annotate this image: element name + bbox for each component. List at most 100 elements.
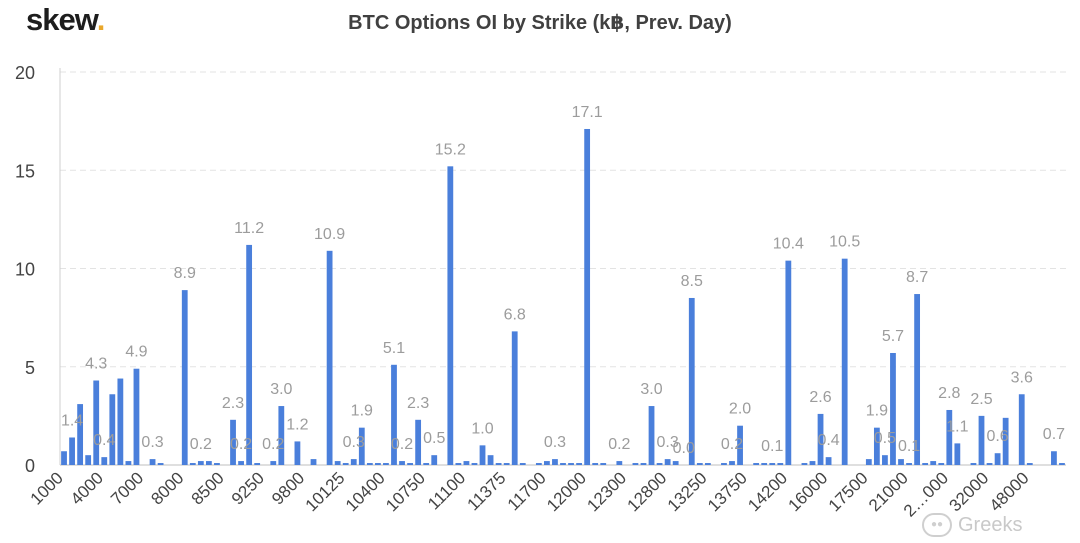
bar (648, 406, 655, 465)
bar (149, 459, 156, 465)
bar (600, 463, 607, 465)
bar (415, 419, 422, 465)
bar (817, 413, 824, 465)
data-label: 17.1 (572, 104, 603, 121)
bar (954, 443, 961, 465)
bar (592, 463, 599, 465)
bar (463, 461, 470, 465)
data-label: 0.3 (141, 434, 163, 451)
bar (358, 427, 365, 465)
bar (664, 459, 671, 465)
data-label: 10.9 (314, 226, 345, 243)
bar (214, 463, 220, 465)
bar (769, 463, 776, 465)
x-tick-label: 14200 (744, 468, 791, 515)
bar (801, 463, 808, 465)
y-tick-label: 10 (15, 260, 35, 280)
bar (374, 463, 381, 465)
bar (326, 250, 333, 465)
bar (230, 419, 236, 465)
data-label: 2.3 (407, 395, 429, 412)
bar (246, 244, 253, 465)
y-tick-label: 15 (15, 161, 35, 181)
data-label: 4.9 (125, 344, 147, 361)
skew-logo: skew. (26, 2, 106, 38)
bar (197, 461, 204, 465)
bar (906, 463, 912, 465)
bar (125, 461, 132, 465)
bar (511, 331, 518, 465)
bar (986, 463, 993, 465)
bar (785, 260, 792, 465)
y-tick-label: 5 (25, 358, 35, 378)
bar (189, 463, 196, 465)
data-label: 0.2 (721, 436, 743, 453)
data-label: 0.5 (874, 430, 896, 447)
x-tick-label: 12300 (583, 468, 630, 515)
bar (882, 455, 888, 465)
bar (777, 463, 784, 465)
bar (946, 409, 953, 465)
x-tick-label: 12000 (543, 468, 590, 515)
bar (399, 461, 405, 465)
bar (383, 463, 389, 465)
data-label: 0.6 (986, 428, 1008, 445)
bar (1018, 394, 1025, 465)
data-label: 8.9 (174, 265, 196, 282)
bar (560, 463, 566, 465)
data-label: 1.9 (866, 403, 888, 420)
bar (632, 463, 639, 465)
bar (447, 166, 454, 465)
watermark: ●● Greeks (922, 513, 1022, 537)
x-tick-label: 13250 (664, 468, 711, 515)
data-label: 0.4 (93, 432, 115, 449)
data-label: 3.0 (270, 381, 292, 398)
data-label: 0.0 (673, 440, 695, 457)
bar (672, 461, 679, 465)
bar (1026, 463, 1033, 465)
bar (737, 425, 743, 465)
data-label: 0.2 (391, 436, 413, 453)
data-label: 1.9 (351, 403, 373, 420)
x-tick-label: 13750 (704, 468, 751, 515)
x-tick-label: 4000 (67, 468, 107, 508)
bar (938, 463, 945, 465)
data-label: 5.1 (383, 340, 405, 357)
bar (133, 368, 140, 465)
bar (495, 463, 502, 465)
bar (584, 128, 591, 466)
bar (391, 364, 397, 465)
data-label: 1.1 (946, 418, 968, 435)
bar (841, 258, 848, 465)
data-label: 4.3 (85, 356, 107, 373)
data-label: 0.3 (544, 434, 566, 451)
x-tick-label: 7000 (107, 468, 147, 508)
watermark-text: Greeks (958, 513, 1023, 536)
x-tick-label: 10125 (302, 468, 349, 515)
x-tick-label: 8500 (188, 468, 228, 508)
bar (181, 290, 188, 465)
bar (688, 297, 695, 465)
bar (721, 463, 727, 465)
bar (865, 459, 872, 465)
data-label: 1.4 (61, 412, 83, 429)
logo-dot: . (96, 2, 106, 37)
data-label: 0.1 (898, 438, 920, 455)
bar (696, 463, 703, 465)
bar (825, 457, 832, 465)
bar (85, 455, 92, 465)
bar (898, 459, 904, 465)
data-label: 1.0 (471, 420, 493, 437)
bar (640, 463, 647, 465)
bar (535, 463, 542, 465)
bar (890, 352, 896, 465)
bar (978, 415, 985, 465)
bar (254, 463, 261, 465)
data-label: 0.2 (262, 436, 284, 453)
data-label: 8.7 (906, 269, 928, 286)
bar (423, 463, 430, 465)
data-label: 0.7 (1043, 426, 1065, 443)
data-label: 8.5 (681, 273, 703, 290)
bar (729, 461, 735, 465)
